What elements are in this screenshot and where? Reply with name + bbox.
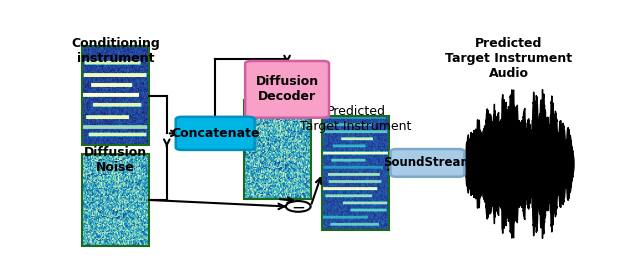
Bar bbox=[83, 154, 150, 246]
Text: Predicted
Target Instrument
Audio: Predicted Target Instrument Audio bbox=[445, 37, 573, 80]
Bar bbox=[83, 46, 150, 145]
Bar bbox=[244, 100, 310, 199]
FancyBboxPatch shape bbox=[245, 61, 329, 118]
Text: Predicted
Noise: Predicted Noise bbox=[248, 94, 307, 122]
Text: Diffusion
Decoder: Diffusion Decoder bbox=[255, 75, 319, 103]
Text: −: − bbox=[291, 198, 305, 217]
Circle shape bbox=[286, 201, 310, 212]
Text: Diffusion
Noise: Diffusion Noise bbox=[84, 146, 147, 174]
FancyBboxPatch shape bbox=[176, 117, 255, 150]
Bar bbox=[322, 116, 389, 230]
FancyBboxPatch shape bbox=[390, 149, 465, 177]
Text: SoundStream: SoundStream bbox=[383, 157, 472, 169]
Text: Predicted
Target Instrument: Predicted Target Instrument bbox=[300, 105, 412, 133]
Text: Conditioning
instrument: Conditioning instrument bbox=[71, 37, 160, 65]
Text: Concatenate: Concatenate bbox=[171, 127, 259, 140]
